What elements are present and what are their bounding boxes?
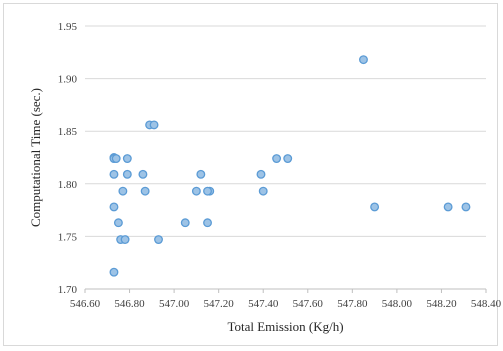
- data-point: [109, 169, 119, 179]
- data-points: [109, 55, 471, 277]
- data-point: [196, 169, 206, 179]
- x-tick-label: 546.60: [70, 298, 101, 310]
- data-point: [120, 235, 130, 245]
- data-point: [359, 55, 368, 65]
- x-tick-label: 548.20: [426, 298, 457, 310]
- data-point: [180, 218, 190, 228]
- x-tick-label: 547.00: [159, 298, 190, 310]
- data-point: [191, 186, 201, 196]
- x-tick-label: 547.60: [293, 298, 324, 310]
- data-point: [256, 169, 266, 179]
- data-point: [111, 154, 121, 164]
- y-axis-title: Computational Time (sec.): [28, 88, 43, 227]
- y-tick-label: 1.80: [58, 179, 78, 191]
- x-tick-label: 548.40: [471, 298, 502, 310]
- x-tick-label: 547.20: [204, 298, 235, 310]
- x-tick-label: 547.40: [248, 298, 279, 310]
- data-point: [140, 186, 150, 196]
- data-point: [109, 202, 119, 212]
- data-point: [203, 186, 212, 196]
- y-tick-label: 1.85: [58, 126, 78, 138]
- x-axis-title: Total Emission (Kg/h): [227, 319, 343, 334]
- y-tick-label: 1.90: [58, 74, 78, 86]
- y-tick-labels: 1.70 1.75 1.80 1.85 1.90 1.95: [58, 21, 78, 296]
- x-tick-label: 546.80: [114, 298, 145, 310]
- axes: [84, 288, 487, 293]
- x-tick-labels: 546.60 546.80 547.00 547.20 547.40 547.60 547.…: [70, 298, 502, 310]
- data-point: [443, 202, 453, 212]
- data-point: [113, 218, 123, 228]
- data-point: [461, 202, 471, 212]
- gridlines: [85, 25, 486, 237]
- data-point: [283, 154, 293, 164]
- x-tick-label: 548.00: [382, 298, 413, 310]
- data-point: [370, 202, 380, 212]
- data-point: [138, 169, 148, 179]
- data-point: [203, 218, 212, 228]
- y-tick-label: 1.95: [58, 21, 78, 33]
- data-point: [122, 169, 132, 179]
- data-point: [272, 154, 282, 164]
- data-point: [149, 120, 159, 130]
- data-point: [122, 154, 132, 164]
- x-tick-label: 547.80: [337, 298, 368, 310]
- data-point: [118, 186, 128, 196]
- data-point: [258, 186, 268, 196]
- y-tick-label: 1.70: [58, 284, 78, 296]
- data-point: [109, 267, 119, 277]
- y-tick-label: 1.75: [58, 231, 78, 243]
- data-point: [154, 235, 163, 245]
